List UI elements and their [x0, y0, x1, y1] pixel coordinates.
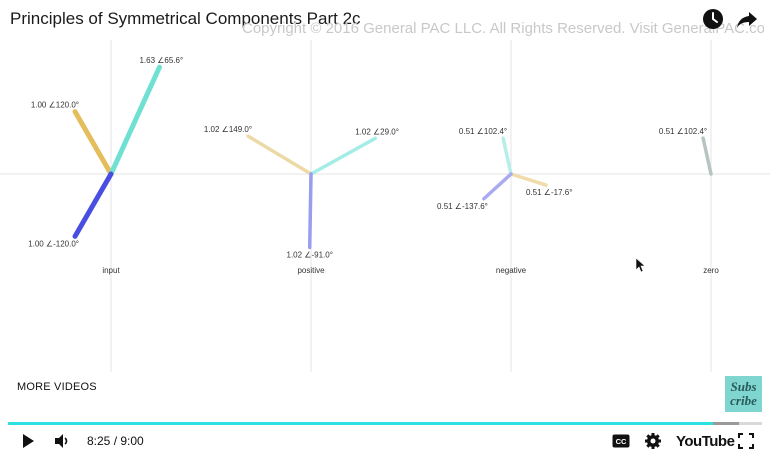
- phasor-positive-1: [309, 136, 377, 176]
- panel-label-input: input: [102, 266, 120, 275]
- phasor-label: 1.00 ∠-120.0°: [28, 239, 79, 248]
- phasor-label: 0.51 ∠102.4°: [659, 127, 707, 136]
- panel-label-positive: positive: [297, 266, 325, 275]
- volume-button[interactable]: [54, 428, 72, 454]
- phasor-label: 1.63 ∠65.6°: [139, 56, 183, 65]
- phasor-input-0: [72, 109, 114, 177]
- phasor-positive-0: [246, 134, 313, 176]
- more-videos-button[interactable]: MORE VIDEOS: [17, 381, 97, 393]
- copyright-watermark: Copyright © 2016 General PAC LLC. All Ri…: [242, 20, 764, 37]
- svg-text:CC: CC: [616, 437, 627, 446]
- subscribe-badge[interactable]: Subs cribe: [725, 376, 762, 412]
- phasor-positive-2: [307, 172, 313, 250]
- captions-icon: CC: [612, 434, 630, 448]
- captions-button[interactable]: CC: [612, 428, 630, 454]
- phasor-input-2: [72, 171, 114, 239]
- youtube-logo[interactable]: YouTube: [676, 432, 735, 450]
- video-title[interactable]: Principles of Symmetrical Components Par…: [10, 9, 361, 28]
- phasor-zero-0: [701, 136, 713, 176]
- phasor-label: 1.02 ∠29.0°: [355, 127, 399, 136]
- watch-later-icon[interactable]: [702, 8, 724, 30]
- panel-label-zero: zero: [703, 266, 719, 275]
- panel-label-negative: negative: [496, 266, 527, 275]
- phasor-label: 1.02 ∠-91.0°: [287, 250, 333, 259]
- panel-positive: 1.02 ∠149.0° 1.02 ∠29.0° 1.02 ∠-91.0° posit…: [204, 125, 399, 275]
- phasor-label: 0.51 ∠102.4°: [459, 127, 507, 136]
- progress-bar[interactable]: [8, 422, 762, 425]
- phasor-negative-2: [482, 172, 513, 201]
- control-bar: 8:25 / 9:00 CC YouTube: [0, 428, 770, 454]
- panel-input: 1.00 ∠120.0° 1.63 ∠65.6° 1.00 ∠-120.0° inpu…: [28, 56, 183, 275]
- gear-icon: [645, 433, 661, 449]
- phasor-input-1: [108, 64, 162, 177]
- phasor-label: 1.00 ∠120.0°: [31, 101, 79, 110]
- phasor-negative-1: [509, 172, 548, 187]
- time-display: 8:25 / 9:00: [87, 434, 144, 448]
- panel-negative: 0.51 ∠102.4° 0.51 ∠-17.6° 0.51 ∠-137.6° neg…: [437, 127, 572, 275]
- mouse-cursor-icon: [635, 257, 646, 273]
- share-icon[interactable]: [736, 8, 758, 30]
- phasor-negative-0: [501, 136, 513, 176]
- fullscreen-button[interactable]: [738, 428, 754, 454]
- volume-icon: [55, 434, 68, 448]
- phasor-label: 0.51 ∠-137.6°: [437, 202, 488, 211]
- phasor-label: 1.02 ∠149.0°: [204, 125, 252, 134]
- played-fill: [8, 422, 713, 425]
- play-icon: [23, 434, 34, 448]
- play-button[interactable]: [20, 428, 36, 454]
- panel-zero: 0.51 ∠102.4° zero: [659, 127, 719, 275]
- settings-button[interactable]: [644, 428, 662, 454]
- fullscreen-icon: [738, 433, 754, 449]
- phasor-label: 0.51 ∠-17.6°: [526, 188, 572, 197]
